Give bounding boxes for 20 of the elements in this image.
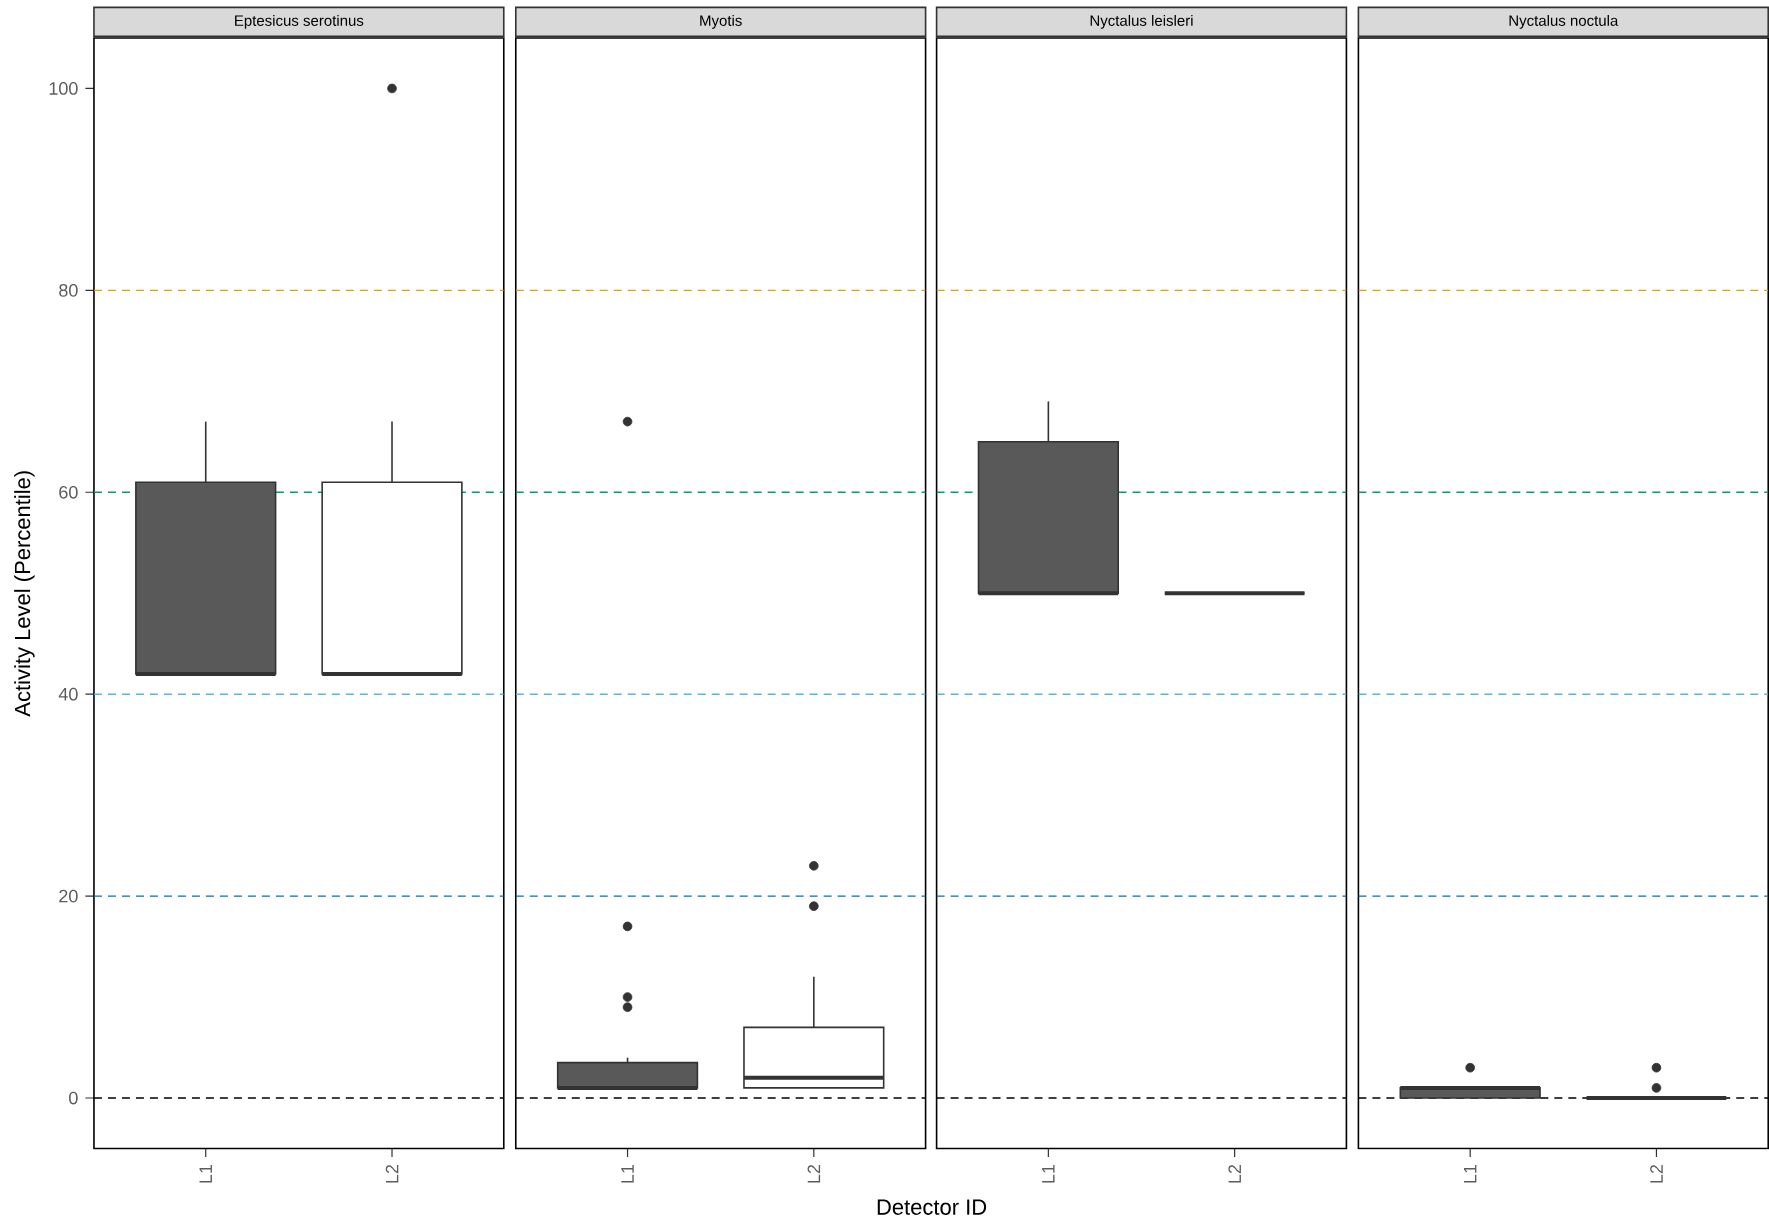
y-tick-label: 20 xyxy=(59,889,78,903)
chart-title: Eptesicus serotinus xyxy=(235,15,364,30)
x-tick-label: L1 xyxy=(1042,1165,1055,1183)
chart-title: Nyctalus noctula xyxy=(1509,15,1619,30)
x-tick-label: L2 xyxy=(807,1165,821,1183)
chart-title: Nyctalus leisleri xyxy=(1090,15,1193,30)
y-tick-label: 60 xyxy=(59,486,78,499)
y-tick-label: 80 xyxy=(59,284,78,297)
y-tick-label: 0 xyxy=(69,1091,78,1105)
x-tick-label: L2 xyxy=(1228,1165,1241,1183)
x-axis-title: Detector ID xyxy=(877,1199,987,1216)
x-tick-label: L1 xyxy=(621,1165,634,1183)
y-tick-label: 100 xyxy=(49,82,78,96)
x-tick-label: L2 xyxy=(1650,1165,1663,1183)
x-tick-label: L1 xyxy=(199,1165,212,1183)
x-tick-label: L1 xyxy=(1463,1165,1477,1183)
y-axis-title: Activity Level (Percentile) xyxy=(14,471,35,717)
x-tick-label: L2 xyxy=(385,1165,399,1183)
chart-title: Myotis xyxy=(700,15,742,30)
y-tick-label: 40 xyxy=(58,688,78,701)
